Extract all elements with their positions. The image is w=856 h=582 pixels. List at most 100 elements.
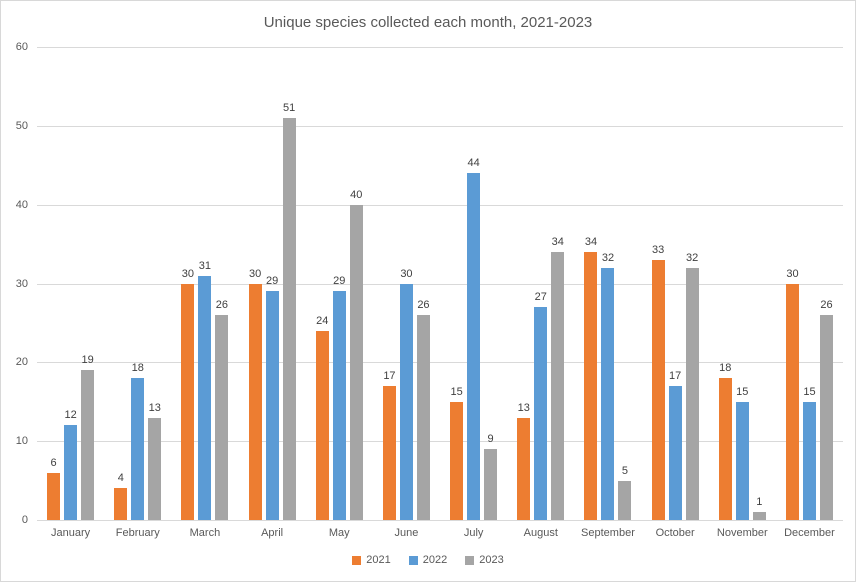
bar-2023-august: 34 (551, 236, 565, 520)
legend-label: 2021 (366, 554, 391, 566)
bar-2023-april: 51 (282, 102, 296, 520)
legend-item-2022: 2022 (408, 554, 447, 566)
bar-2021-february: 4 (114, 472, 128, 520)
bar-2021-march: 30 (181, 268, 195, 520)
gridline (37, 47, 843, 48)
bar-value-label: 26 (215, 299, 229, 312)
bar-2021-april: 30 (248, 268, 262, 520)
bar-value-label: 24 (316, 314, 329, 327)
bar-2023-september: 5 (618, 465, 632, 520)
bar-value-label: 15 (450, 385, 463, 398)
x-tick-label-october: October (655, 527, 695, 539)
bar-2023-july: 9 (484, 433, 498, 520)
bar-value-label: 34 (584, 235, 598, 248)
x-tick-label-january: January (51, 527, 91, 539)
bar-value-label: 30 (400, 267, 413, 280)
bar-2021-may: 24 (315, 315, 329, 520)
bar-group-april: 30 29 51 (239, 47, 306, 520)
bar-2022-may: 29 (332, 275, 346, 520)
x-tick-label-december: December (784, 527, 835, 539)
bar-2021-january: 6 (47, 457, 61, 520)
x-tick-label-september: September (581, 527, 635, 539)
bar-2022-april: 29 (265, 275, 279, 520)
bar-group-december: 30 15 26 (776, 47, 843, 520)
x-tick-label-may: May (328, 527, 350, 539)
bar-2021-october: 33 (651, 244, 665, 520)
bar-value-label: 33 (652, 243, 665, 256)
bar-groups: 6 12 19 4 18 13 30 31 26 30 29 51 24 29 40 17 30 26 15 44 9 1… (37, 47, 843, 520)
bar-2022-july: 44 (467, 157, 481, 520)
gridline (37, 362, 843, 364)
bar-value-label: 13 (517, 401, 530, 414)
bar-2023-january: 19 (81, 354, 95, 520)
x-tick-label-july: July (463, 527, 484, 539)
bar-value-label: 15 (736, 385, 749, 398)
bar-2022-august: 27 (534, 291, 548, 520)
bar-value-label: 32 (601, 251, 615, 264)
bar-group-may: 24 29 40 (306, 47, 373, 520)
bar-value-label: 29 (265, 275, 279, 288)
bar-value-label: 40 (350, 188, 363, 201)
plot-area: 0 10 20 30 40 50 60 6 12 19 4 18 13 30 31 26 30 29 51 24 29… (16, 41, 843, 526)
bar-value-label: 19 (81, 354, 94, 367)
legend-swatch-icon (352, 555, 362, 565)
bar-2023-february: 13 (148, 402, 162, 520)
bar-2022-october: 17 (668, 370, 682, 520)
x-tick-label-june: June (394, 527, 419, 539)
bar-2023-june: 26 (416, 299, 430, 520)
bar-2022-march: 31 (198, 260, 212, 520)
y-tick-label: 0 (21, 514, 28, 526)
legend-label: 2023 (479, 554, 504, 566)
y-tick-label: 30 (15, 277, 28, 290)
gridline (37, 204, 843, 206)
bar-value-label: 27 (534, 291, 547, 304)
y-tick-label: 40 (15, 198, 28, 211)
bar-group-january: 6 12 19 (37, 47, 104, 520)
bar-2021-june: 17 (382, 370, 396, 520)
x-tick-label-february: February (115, 527, 160, 539)
bar-2023-october: 32 (685, 252, 699, 520)
bar-2022-january: 12 (64, 409, 78, 520)
bar-value-label: 34 (551, 235, 564, 248)
bar-value-label: 30 (181, 267, 195, 280)
legend-item-2023: 2023 (465, 554, 504, 566)
bar-value-label: 18 (131, 362, 144, 375)
bar-2021-july: 15 (450, 386, 464, 520)
bar-2022-june: 30 (399, 268, 413, 520)
legend-item-2021: 2021 (352, 554, 391, 566)
bar-value-label: 17 (669, 369, 682, 382)
bar-2021-november: 18 (718, 362, 732, 520)
bar-value-label: 29 (333, 275, 346, 288)
bar-2023-december: 26 (819, 299, 833, 520)
bar-value-label: 31 (198, 259, 212, 272)
gridline (37, 125, 843, 127)
bar-value-label: 30 (786, 267, 799, 280)
bar-group-september: 34 32 5 (574, 47, 641, 520)
bar-2022-december: 15 (802, 386, 816, 520)
bar-value-label: 15 (803, 385, 816, 398)
gridline (37, 520, 843, 521)
bar-value-label: 26 (417, 299, 430, 312)
legend: 2021 2022 2023 (1, 554, 855, 566)
bar-value-label: 30 (248, 267, 262, 280)
bar-value-label: 32 (686, 251, 699, 264)
y-tick-label: 60 (15, 41, 28, 53)
bar-group-november: 18 15 1 (709, 47, 776, 520)
bar-value-label: 51 (282, 101, 296, 114)
bar-2023-march: 26 (215, 299, 229, 520)
bar-value-label: 13 (148, 401, 161, 414)
y-tick-label: 10 (15, 435, 28, 448)
bar-value-label: 1 (756, 496, 763, 509)
bar-2022-november: 15 (735, 386, 749, 520)
x-tick-label-november: November (716, 527, 768, 539)
bar-value-label: 26 (820, 299, 833, 312)
bar-group-july: 15 44 9 (440, 47, 507, 520)
bar-2021-december: 30 (785, 268, 799, 520)
bar-value-label: 9 (487, 433, 494, 446)
bar-2023-may: 40 (349, 189, 363, 520)
bar-group-june: 17 30 26 (373, 47, 440, 520)
legend-swatch-icon (465, 555, 475, 565)
bar-group-august: 13 27 34 (507, 47, 574, 520)
bar-group-march: 30 31 26 (171, 47, 238, 520)
